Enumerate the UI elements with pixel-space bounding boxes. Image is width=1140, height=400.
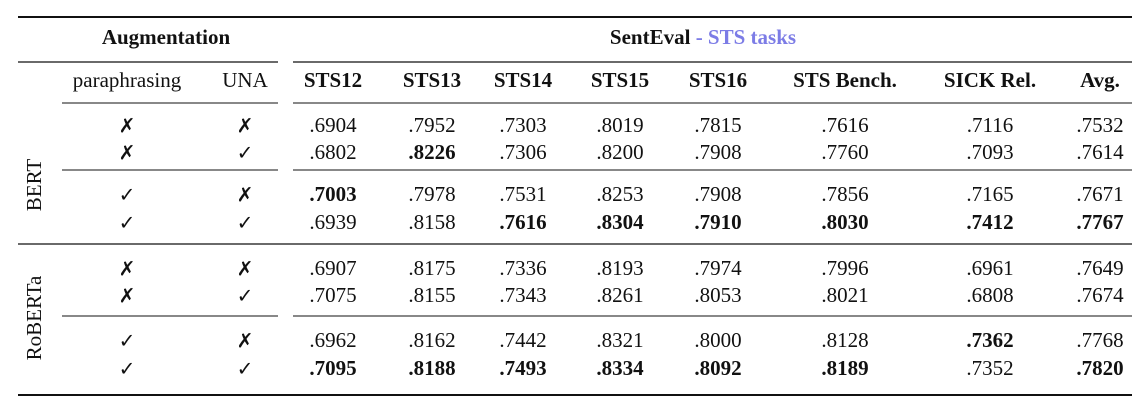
score: .7095 [309,356,356,380]
score: .7165 [966,182,1013,206]
score: .8175 [408,256,455,280]
score: .7336 [499,256,546,280]
paraphrasing-flag: ✗ [119,284,136,308]
score: .7352 [966,356,1013,380]
group-header: Augmentation [102,25,231,49]
score: .6962 [309,328,356,352]
score: .7768 [1076,328,1123,352]
paraphrasing-flag: ✗ [119,114,136,138]
score: .7075 [309,283,356,307]
score: .8261 [596,283,643,307]
score: .8019 [596,113,643,137]
paraphrasing-flag: ✓ [119,211,136,235]
score: .7952 [408,113,455,137]
column-header: paraphrasing [73,68,182,92]
score: .7343 [499,283,546,307]
score: .7412 [966,210,1013,234]
una-flag: ✓ [237,211,254,235]
score: .8189 [821,356,868,380]
column-header: STS15 [591,68,649,92]
score: .8021 [821,283,868,307]
score: .7974 [694,256,742,280]
score: .7910 [694,210,741,234]
score: .6904 [309,113,357,137]
score: .8155 [408,283,455,307]
score: .8092 [694,356,741,380]
score: .7442 [499,328,546,352]
column-header: STS13 [403,68,461,92]
score: .7616 [499,210,546,234]
score: .7820 [1076,356,1123,380]
score: .7908 [694,182,741,206]
score: .8200 [596,140,643,164]
score: .7614 [1076,140,1124,164]
una-flag: ✗ [237,329,254,353]
una-flag: ✗ [237,183,254,207]
score: .6808 [966,283,1013,307]
una-flag: ✓ [237,141,254,165]
score: .7303 [499,113,546,137]
paraphrasing-flag: ✓ [119,329,136,353]
score: .7306 [499,140,546,164]
benchmark: SentEval [610,25,691,49]
group-header: SentEval - STS tasks [610,25,796,49]
score: .7532 [1076,113,1123,137]
score: .7362 [966,328,1013,352]
score: .6907 [309,256,356,280]
column-header: UNA [222,68,268,92]
score: .7978 [408,182,455,206]
score: .7671 [1076,182,1123,206]
column-header: SICK Rel. [944,68,1036,92]
score: .7531 [499,182,546,206]
score: .8128 [821,328,868,352]
score: .7815 [694,113,741,137]
score: .6802 [309,140,356,164]
una-flag: ✗ [237,257,254,281]
score: .7616 [821,113,868,137]
model-label: RoBERTa [22,275,46,360]
score: .6961 [966,256,1013,280]
benchmark-sub: - STS tasks [696,25,796,49]
column-header: STS Bench. [793,68,897,92]
paraphrasing-flag: ✓ [119,183,136,207]
score: .7093 [966,140,1013,164]
score: .8188 [408,356,455,380]
score: .8053 [694,283,741,307]
score: .7003 [309,182,356,206]
una-flag: ✗ [237,114,254,138]
score: .7856 [821,182,868,206]
paraphrasing-flag: ✓ [119,357,136,381]
score: .7493 [499,356,546,380]
model-label: BERT [22,159,46,212]
score: .6939 [309,210,356,234]
score: .8000 [694,328,741,352]
score: .8193 [596,256,643,280]
column-header: Avg. [1080,68,1120,92]
score: .7908 [694,140,741,164]
score: .8321 [596,328,643,352]
score: .7649 [1076,256,1123,280]
score: .7996 [821,256,868,280]
score: .8304 [596,210,644,234]
column-header: STS12 [304,68,362,92]
paraphrasing-flag: ✗ [119,141,136,165]
score: .7116 [967,113,1013,137]
column-header: STS16 [689,68,747,92]
una-flag: ✓ [237,284,254,308]
score: .7767 [1076,210,1123,234]
column-header: STS14 [494,68,553,92]
score: .7760 [821,140,868,164]
score: .8253 [596,182,643,206]
score: .7674 [1076,283,1124,307]
score: .8158 [408,210,455,234]
score: .8226 [408,140,455,164]
paraphrasing-flag: ✗ [119,257,136,281]
score: .8030 [821,210,868,234]
score: .8162 [408,328,455,352]
score: .8334 [596,356,644,380]
una-flag: ✓ [237,357,254,381]
